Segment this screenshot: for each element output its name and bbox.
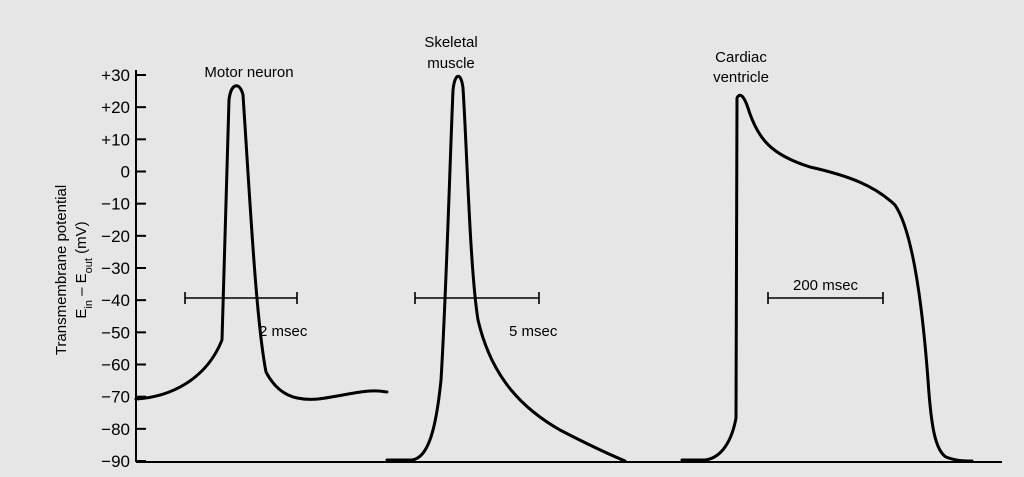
y-tick-label: +10 bbox=[101, 130, 130, 149]
skeletal-muscle-trace bbox=[385, 74, 627, 463]
y-axis-label-line1: Transmembrane potential bbox=[53, 185, 70, 355]
y-tick-label: +20 bbox=[101, 98, 130, 117]
cardiac-title-line2: ventricle bbox=[713, 69, 769, 86]
cardiac-ventricle-trace bbox=[680, 93, 974, 463]
skeletal-muscle-title-line2: muscle bbox=[427, 55, 475, 72]
panel-cardiac-ventricle: Cardiac ventricle 200 msec bbox=[680, 49, 974, 463]
panel-motor-neuron: Motor neuron 2 msec bbox=[134, 64, 389, 401]
motor-neuron-scale-label: 2 msec bbox=[259, 323, 308, 340]
cardiac-ventricle-scale-label: 200 msec bbox=[793, 277, 859, 294]
y-tick-label: −70 bbox=[101, 388, 130, 407]
y-axis-label: Transmembrane potential Ein – Eout (mV) bbox=[53, 185, 95, 355]
y-tick-label: −90 bbox=[101, 452, 130, 471]
cardiac-ventricle-scale-bar bbox=[767, 292, 884, 304]
motor-neuron-title: Motor neuron bbox=[204, 64, 293, 81]
skeletal-muscle-title-line1: Skeletal bbox=[424, 34, 477, 51]
motor-neuron-trace bbox=[134, 84, 389, 401]
y-tick-label: +30 bbox=[101, 66, 130, 85]
panel-skeletal-muscle: Skeletal muscle 5 msec bbox=[385, 34, 627, 463]
y-tick-label: −30 bbox=[101, 259, 130, 278]
y-tick-label: −60 bbox=[101, 356, 130, 375]
skeletal-muscle-scale-label: 5 msec bbox=[509, 323, 558, 340]
y-tick-label: −50 bbox=[101, 323, 130, 342]
skeletal-muscle-scale-bar bbox=[414, 292, 540, 304]
motor-neuron-scale-bar bbox=[184, 292, 298, 304]
cardiac-title-line1: Cardiac bbox=[715, 49, 767, 66]
y-tick-label: −40 bbox=[101, 291, 130, 310]
y-tick-label: −10 bbox=[101, 195, 130, 214]
y-tick-label: −20 bbox=[101, 227, 130, 246]
y-tick-label: −80 bbox=[101, 420, 130, 439]
y-tick-label: 0 bbox=[121, 163, 130, 182]
y-axis-ticks: +30 +20 +10 0 −10 −20 −30 −40 −50 −60 −70 −80 −90 bbox=[101, 66, 146, 471]
y-axis-label-line2: Ein – Eout (mV) bbox=[73, 221, 95, 318]
